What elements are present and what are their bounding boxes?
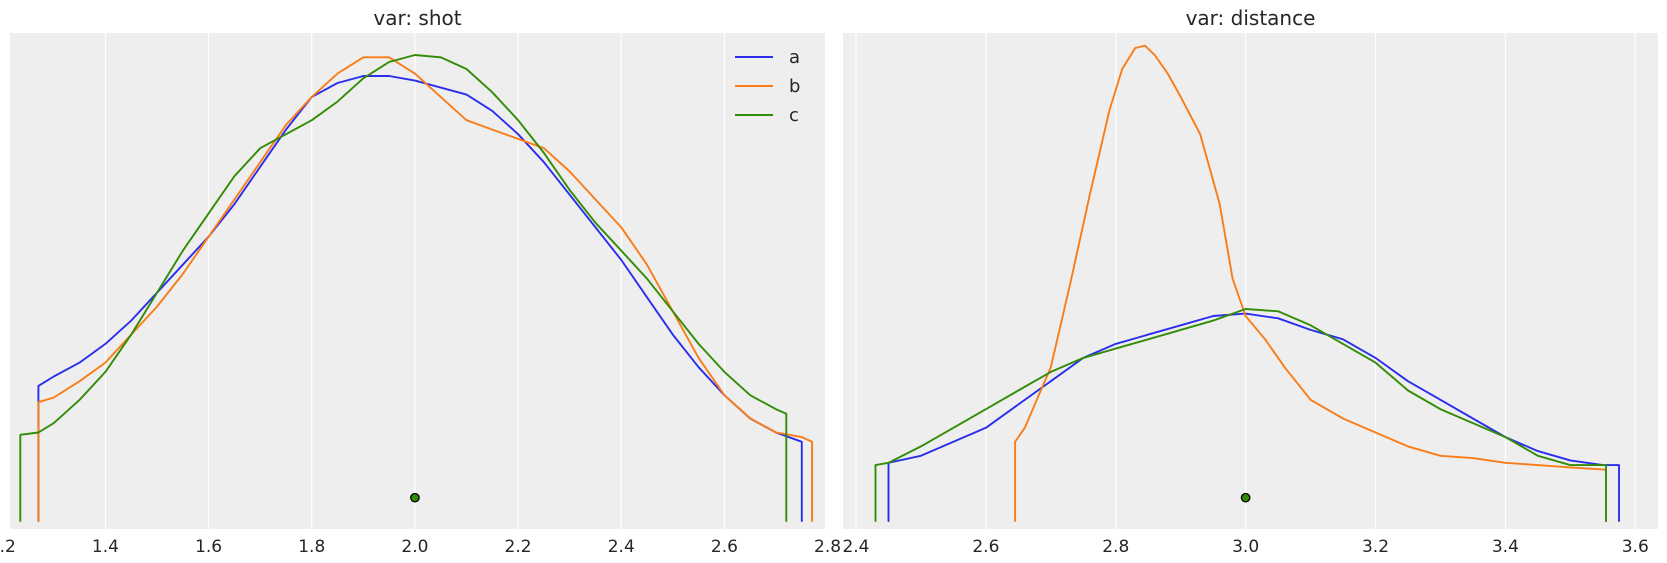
x-tick-label: 1.4 xyxy=(92,537,119,557)
x-tick-label: 3.6 xyxy=(1622,537,1649,557)
panel-shot: 1.2 1.4 1.6 1.8 2.0 2.2 2.4 2.6 2.8 var: shot abc xyxy=(0,6,841,557)
point-estimate-marker xyxy=(1240,492,1251,503)
series-line-a xyxy=(887,312,1620,522)
x-tick-label: 3.2 xyxy=(1362,537,1389,557)
x-tick-label: 2.0 xyxy=(401,537,428,557)
x-tick-label: 2.2 xyxy=(505,537,532,557)
x-tick-label: 1.8 xyxy=(298,537,325,557)
x-tick-label: 1.2 xyxy=(0,537,16,557)
x-tick-label: 2.4 xyxy=(842,537,869,557)
series-line-b xyxy=(1014,44,1607,522)
x-tick-label: 2.6 xyxy=(972,537,999,557)
legend-label-b: b xyxy=(789,76,800,97)
x-tick-label: 2.8 xyxy=(814,537,841,557)
series-line-b xyxy=(37,56,814,522)
series-line-c xyxy=(874,308,1607,522)
x-tick-label: 1.6 xyxy=(195,537,222,557)
panel-distance: 2.4 2.6 2.8 3.0 3.2 3.4 3.6 var: distance xyxy=(842,6,1658,557)
x-tick-label: 2.8 xyxy=(1102,537,1129,557)
legend-label-a: a xyxy=(789,47,800,68)
x-tick-label: 2.4 xyxy=(608,537,635,557)
point-estimate-marker xyxy=(410,492,420,503)
x-tick-label: 2.6 xyxy=(711,537,738,557)
plot-background xyxy=(10,33,825,529)
series-line-c xyxy=(19,54,788,522)
x-tick-label: 3.4 xyxy=(1492,537,1519,557)
panel-title: var: distance xyxy=(1186,6,1316,30)
series-line-a xyxy=(37,75,803,522)
legend-label-c: c xyxy=(789,105,799,126)
panel-title: var: shot xyxy=(373,6,461,30)
x-tick-label: 3.0 xyxy=(1232,537,1259,557)
